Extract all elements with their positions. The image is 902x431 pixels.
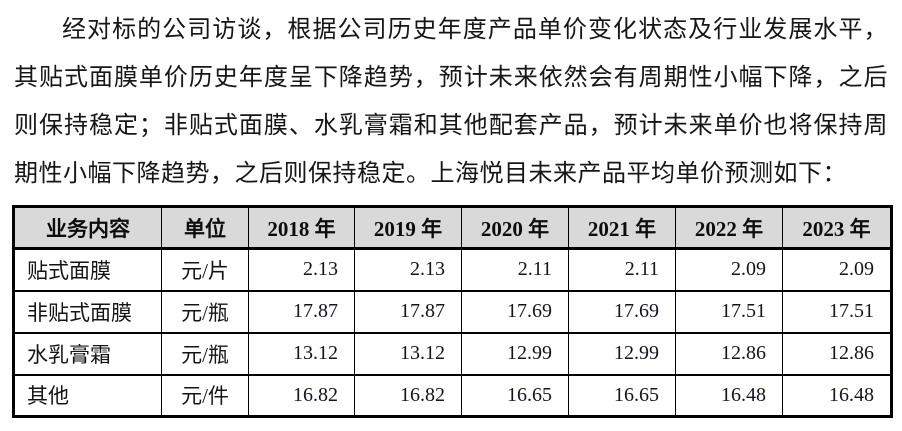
value-cell: 17.87: [354, 290, 462, 333]
value-cell: 17.51: [675, 290, 783, 333]
row-label-cell: 其他: [13, 374, 162, 417]
row-label-cell: 水乳膏霜: [13, 332, 162, 375]
header-cell-unit: 单位: [161, 206, 249, 249]
value-cell: 16.48: [782, 374, 892, 417]
row-label-cell: 非贴式面膜: [13, 290, 162, 333]
header-cell-business: 业务内容: [13, 206, 162, 249]
header-cell-year-2018: 2018 年: [248, 206, 355, 249]
value-cell: 2.11: [568, 248, 676, 291]
value-cell: 2.13: [354, 248, 462, 291]
paragraph-line: 其贴式面膜单价历史年度呈下降趋势，预计未来依然会有周期性小幅下降，之后: [14, 65, 888, 91]
value-cell: 17.51: [782, 290, 892, 333]
value-cell: 17.87: [248, 290, 355, 333]
table-row: 贴式面膜 元/片 2.13 2.13 2.11 2.11 2.09 2.09: [13, 248, 892, 291]
unit-cell: 元/瓶: [161, 332, 249, 375]
table-header-row: 业务内容 单位 2018 年 2019 年 2020 年 2021 年 2022…: [13, 206, 892, 249]
paragraph-line: 期性小幅下降趋势，之后则保持稳定。上海悦目未来产品平均单价预测如下：: [14, 161, 847, 187]
value-cell: 2.13: [248, 248, 355, 291]
value-cell: 2.09: [782, 248, 892, 291]
unit-cell: 元/件: [161, 374, 249, 417]
value-cell: 12.99: [461, 332, 569, 375]
value-cell: 16.65: [568, 374, 676, 417]
value-cell: 16.82: [354, 374, 462, 417]
table-row: 水乳膏霜 元/瓶 13.12 13.12 12.99 12.99 12.86 1…: [13, 332, 892, 375]
paragraph-line: 经对标的公司访谈，根据公司历史年度产品单价变化状态及行业发展水平，: [62, 17, 888, 43]
price-forecast-table: 业务内容 单位 2018 年 2019 年 2020 年 2021 年 2022…: [12, 205, 893, 418]
header-cell-year-2021: 2021 年: [568, 206, 676, 249]
value-cell: 13.12: [248, 332, 355, 375]
value-cell: 12.99: [568, 332, 676, 375]
unit-cell: 元/片: [161, 248, 249, 291]
value-cell: 16.82: [248, 374, 355, 417]
header-cell-year-2022: 2022 年: [675, 206, 783, 249]
value-cell: 17.69: [461, 290, 569, 333]
paragraph-line: 则保持稳定；非贴式面膜、水乳膏霜和其他配套产品，预计未来单价也将保持周: [14, 113, 888, 139]
header-cell-year-2019: 2019 年: [354, 206, 462, 249]
value-cell: 16.65: [461, 374, 569, 417]
value-cell: 16.48: [675, 374, 783, 417]
value-cell: 2.11: [461, 248, 569, 291]
header-cell-year-2020: 2020 年: [461, 206, 569, 249]
intro-paragraph: 经对标的公司访谈，根据公司历史年度产品单价变化状态及行业发展水平， 其贴式面膜单…: [0, 0, 902, 198]
value-cell: 13.12: [354, 332, 462, 375]
table-row: 其他 元/件 16.82 16.82 16.65 16.65 16.48 16.…: [13, 374, 892, 417]
value-cell: 12.86: [675, 332, 783, 375]
value-cell: 12.86: [782, 332, 892, 375]
row-label-cell: 贴式面膜: [13, 248, 162, 291]
unit-cell: 元/瓶: [161, 290, 249, 333]
table-row: 非贴式面膜 元/瓶 17.87 17.87 17.69 17.69 17.51 …: [13, 290, 892, 333]
value-cell: 17.69: [568, 290, 676, 333]
value-cell: 2.09: [675, 248, 783, 291]
header-cell-year-2023: 2023 年: [782, 206, 892, 249]
